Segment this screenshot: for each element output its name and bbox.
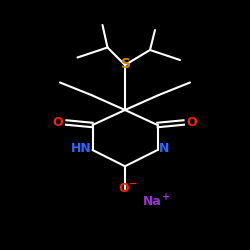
Text: Na: Na	[143, 195, 162, 208]
Text: +: +	[162, 192, 170, 202]
Text: O: O	[52, 116, 63, 129]
Text: O: O	[187, 116, 198, 129]
Text: HN: HN	[70, 142, 91, 155]
Text: −: −	[129, 179, 137, 189]
Text: N: N	[159, 142, 169, 155]
Text: S: S	[121, 57, 131, 71]
Text: O: O	[118, 182, 129, 195]
